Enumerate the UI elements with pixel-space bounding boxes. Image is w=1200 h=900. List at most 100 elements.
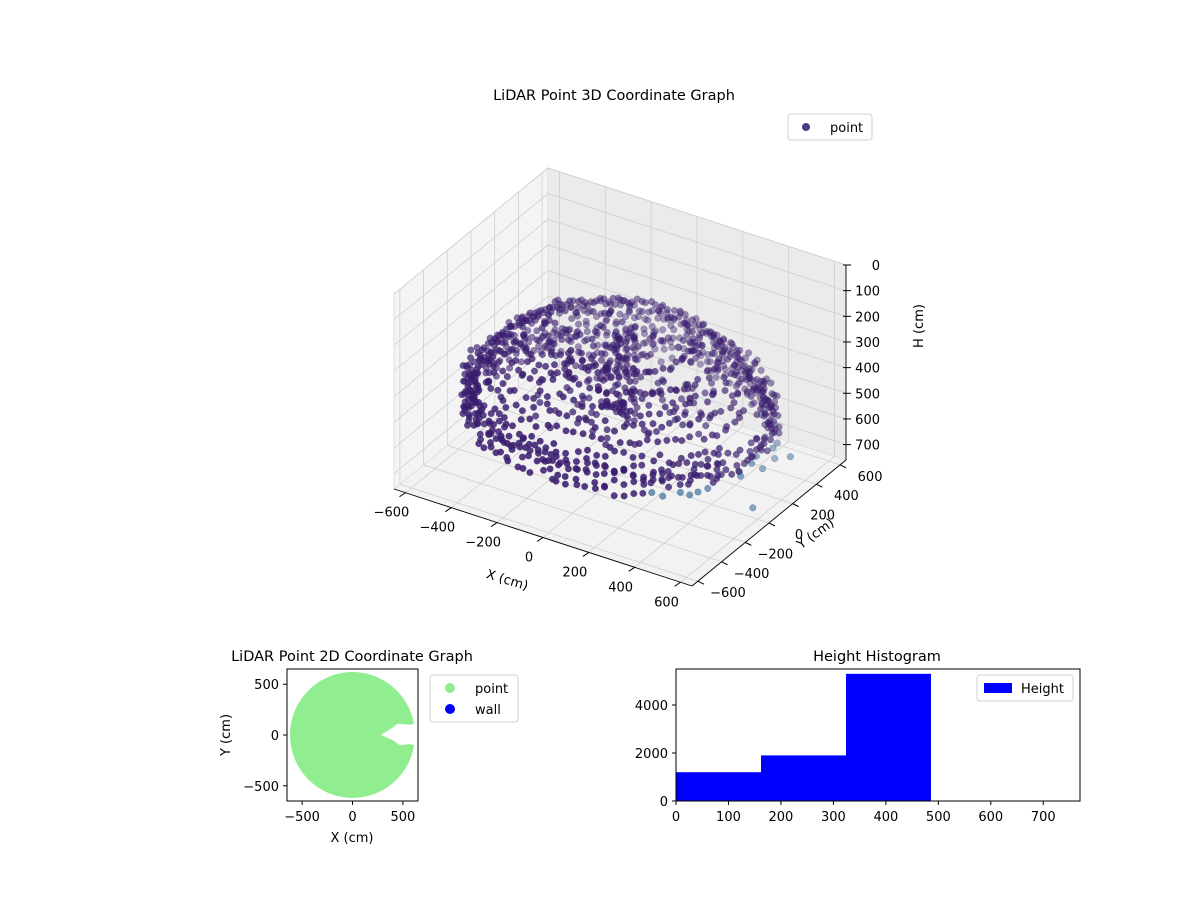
point-marker	[648, 322, 656, 330]
x-tick-label: 300	[821, 810, 846, 825]
point-marker	[620, 492, 628, 500]
point-marker	[630, 490, 638, 498]
point-marker	[654, 438, 662, 446]
point-marker	[728, 392, 736, 400]
y-tick	[721, 561, 728, 566]
point-marker	[734, 380, 742, 388]
point-marker	[691, 460, 699, 468]
point-marker	[535, 361, 543, 369]
z-tick-label: 700	[855, 439, 880, 454]
y-tick-label: 600	[858, 470, 883, 485]
point-marker	[615, 352, 623, 360]
point-marker	[654, 306, 663, 315]
chart-3d-title: LiDAR Point 3D Coordinate Graph	[493, 88, 735, 104]
point-marker	[638, 307, 646, 316]
point-marker	[684, 380, 692, 389]
point-marker	[733, 349, 741, 358]
x-tick-label: 400	[608, 580, 633, 595]
point-marker	[570, 396, 578, 404]
point-marker	[648, 488, 656, 497]
point-marker	[581, 299, 589, 307]
chart-2d-ylabel: Y (cm)	[219, 714, 234, 757]
point-marker	[526, 309, 534, 317]
histogram-legend: Height	[976, 674, 1074, 702]
point-marker	[731, 371, 739, 379]
point-marker	[642, 368, 650, 376]
legend-marker-point	[802, 123, 810, 131]
point-marker	[591, 327, 599, 336]
x-tick-label: 0	[672, 810, 680, 825]
point-marker	[592, 312, 601, 321]
point-marker	[562, 329, 571, 337]
point-marker	[524, 326, 532, 335]
point-marker	[553, 422, 561, 430]
point-marker	[603, 331, 611, 339]
chart-2d-ticks: −500 0 500 −500 0 500	[243, 678, 415, 825]
point-marker	[499, 397, 507, 405]
point-marker	[518, 407, 526, 415]
point-marker	[582, 317, 590, 325]
point-marker	[497, 448, 505, 456]
y-tick-label: −600	[710, 586, 746, 601]
point-marker	[696, 334, 704, 342]
point-marker	[752, 446, 760, 454]
point-marker	[731, 418, 739, 426]
point-marker	[616, 408, 625, 416]
x-tick	[490, 522, 498, 527]
point-marker	[551, 319, 559, 327]
histogram-ticks: 0 100 200 300 400 500 600 700 0 2000 4000	[635, 699, 1056, 825]
point-marker	[582, 321, 590, 329]
chart-3d-ticks: −600−400−2000200400600−600−400−200020040…	[374, 259, 883, 610]
point-marker	[458, 391, 466, 399]
point-marker	[518, 453, 526, 461]
point-marker	[465, 403, 473, 411]
point-marker	[553, 369, 562, 377]
point-marker	[474, 349, 482, 357]
point-marker	[503, 373, 511, 381]
point-marker	[606, 443, 614, 452]
point-marker	[635, 307, 643, 315]
point-marker	[609, 341, 617, 349]
point-marker	[566, 386, 574, 395]
point-marker	[522, 347, 530, 355]
point-marker	[736, 446, 744, 454]
point-marker	[638, 297, 646, 305]
point-marker	[474, 369, 482, 377]
point-marker	[623, 345, 631, 353]
point-marker	[530, 403, 538, 411]
point-marker	[657, 358, 665, 366]
point-marker	[489, 353, 497, 361]
y-tick-label: 500	[254, 678, 279, 693]
point-marker	[620, 467, 628, 475]
point-marker	[536, 437, 544, 445]
point-marker	[743, 388, 751, 396]
point-marker	[639, 339, 648, 347]
point-marker	[547, 308, 555, 316]
grid-z	[393, 218, 847, 346]
point-marker	[672, 358, 680, 366]
point-marker	[637, 351, 645, 359]
point-marker	[616, 439, 624, 447]
point-marker	[507, 442, 515, 450]
x-tick-label: 200	[562, 565, 587, 580]
point-marker	[628, 298, 636, 306]
x-tick-label: 700	[1031, 810, 1056, 825]
x-tick-label: 0	[348, 810, 356, 825]
point-marker	[626, 377, 634, 385]
point-marker	[588, 402, 597, 410]
point-marker	[568, 314, 576, 323]
point-marker	[609, 294, 617, 302]
point-marker	[516, 340, 524, 348]
point-marker	[591, 423, 599, 432]
point-marker	[629, 453, 637, 461]
point-marker	[687, 471, 695, 479]
point-marker	[766, 436, 775, 444]
point-marker	[536, 387, 544, 395]
point-marker	[694, 450, 703, 458]
point-marker	[561, 472, 569, 481]
point-marker	[620, 481, 628, 489]
point-marker	[648, 307, 656, 315]
legend-label-point: point	[475, 682, 508, 697]
histogram-bar	[760, 755, 846, 801]
point-marker	[542, 362, 550, 370]
